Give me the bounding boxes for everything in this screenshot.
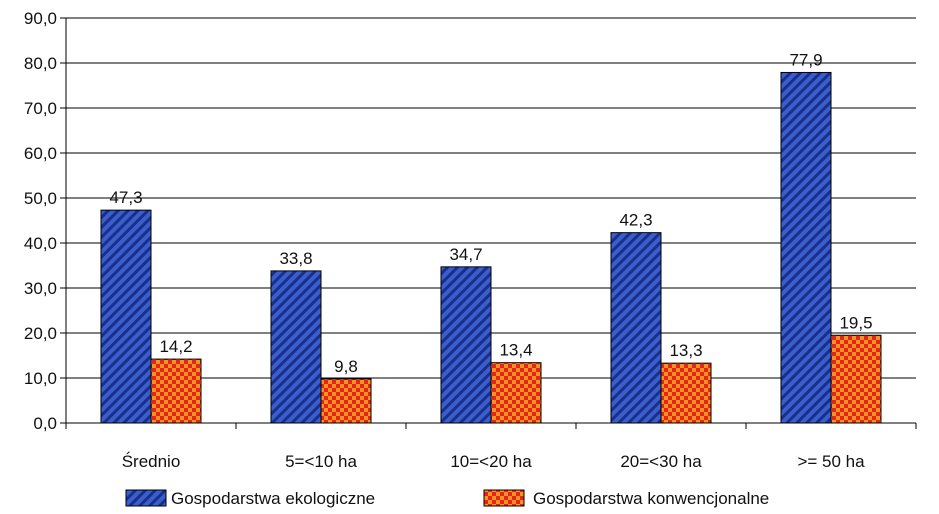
bar-konwencjonalne: [491, 363, 541, 423]
bar-konwencjonalne: [321, 379, 371, 423]
bar-ekologiczne: [781, 72, 831, 423]
data-label: 14,2: [159, 337, 192, 356]
legend-swatch: [126, 490, 166, 506]
x-category-label: 10=<20 ha: [450, 452, 532, 471]
y-tick-label: 0,0: [33, 414, 57, 433]
legend-label: Gospodarstwa ekologiczne: [171, 489, 375, 508]
legend: Gospodarstwa ekologiczne Gospodarstwa kon…: [126, 489, 769, 508]
x-category-label: >= 50 ha: [797, 452, 865, 471]
x-category-label: 20=<30 ha: [620, 452, 702, 471]
bar-ekologiczne: [271, 271, 321, 423]
x-category-label: 5=<10 ha: [285, 452, 357, 471]
data-label: 34,7: [449, 245, 482, 264]
y-tick-label: 10,0: [24, 369, 57, 388]
bars: [101, 72, 881, 423]
y-tick-label: 40,0: [24, 234, 57, 253]
bar-konwencjonalne: [151, 359, 201, 423]
bar-konwencjonalne: [831, 335, 881, 423]
bar-ekologiczne: [101, 210, 151, 423]
y-tick-label: 90,0: [24, 9, 57, 28]
bar-ekologiczne: [441, 267, 491, 423]
y-tick-label: 80,0: [24, 54, 57, 73]
y-tick-label: 30,0: [24, 279, 57, 298]
data-label: 13,3: [669, 341, 702, 360]
data-label: 47,3: [109, 188, 142, 207]
bar-konwencjonalne: [661, 363, 711, 423]
x-category-label: Średnio: [122, 452, 181, 471]
legend-label: Gospodarstwa konwencjonalne: [533, 489, 769, 508]
data-label: 9,8: [334, 357, 358, 376]
y-tick-label: 50,0: [24, 189, 57, 208]
data-label: 13,4: [499, 341, 532, 360]
y-tick-label: 60,0: [24, 144, 57, 163]
data-label: 77,9: [789, 50, 822, 69]
data-label: 33,8: [279, 249, 312, 268]
data-label: 19,5: [839, 313, 872, 332]
bar-ekologiczne: [611, 233, 661, 423]
y-tick-label: 20,0: [24, 324, 57, 343]
data-label: 42,3: [619, 211, 652, 230]
y-tick-label: 70,0: [24, 99, 57, 118]
legend-swatch: [484, 490, 524, 506]
